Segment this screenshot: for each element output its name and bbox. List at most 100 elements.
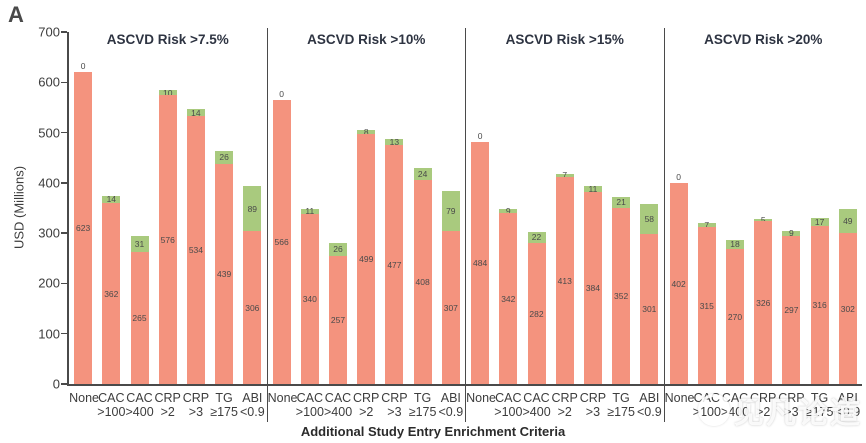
bar-slot: 31 265 <box>128 236 152 385</box>
increment-value-label: 58 <box>644 213 655 224</box>
base-value-label: 282 <box>529 308 544 319</box>
bar-slot: 26 257 <box>326 242 350 385</box>
increment-value-label: 26 <box>333 244 343 254</box>
bar-slot: 0 402 <box>667 172 691 385</box>
bar-stack: 14 534 <box>186 109 205 385</box>
bar-increment-segment: 79 <box>441 190 460 231</box>
base-value-label: 340 <box>302 294 317 305</box>
bar-increment-segment: 7 <box>697 219 716 230</box>
bar-base-segment: 352 <box>612 208 631 385</box>
increment-value-label: 21 <box>616 197 626 208</box>
bar-base-segment: 342 <box>499 213 518 385</box>
x-tick-label: None <box>664 391 695 405</box>
x-labels-row: None CAC >100 CAC >400 CRP >2 CRP >3 TG ≥175 ABI <0.… <box>69 391 267 419</box>
bar-slot: 0 623 <box>71 61 95 385</box>
y-tick-mark <box>61 81 67 84</box>
bar-increment-segment: 18 <box>726 239 744 250</box>
x-tick-label: CAC >400 <box>125 391 154 419</box>
bar-base-segment: 316 <box>810 226 829 385</box>
bar-base-segment: 413 <box>555 177 574 385</box>
chart-panel: ASCVD Risk >15% 0 484 9 342 22 282 7 413 11 384 21 3… <box>466 28 665 422</box>
y-tick-mark <box>61 131 67 134</box>
increment-value-label: 26 <box>219 152 229 163</box>
bar-base-segment: 282 <box>527 243 546 385</box>
bar-base-segment: 257 <box>329 255 347 385</box>
chart-panel: ASCVD Risk >7.5% 0 623 14 362 31 265 10 576 14 534… <box>69 28 268 422</box>
bar-increment-segment: 8 <box>357 128 376 136</box>
chart-panel-title: ASCVD Risk >7.5% <box>106 32 229 47</box>
base-value-label: 413 <box>557 275 572 286</box>
x-tick-label: TG ≥175 <box>408 391 437 419</box>
increment-value-label: 49 <box>843 215 853 226</box>
bar-increment-segment: 7 <box>555 171 574 179</box>
x-tick-label: CAC >400 <box>324 391 353 419</box>
x-tick-label: None <box>69 391 99 405</box>
base-value-label: 302 <box>840 303 855 314</box>
bar-stack: 18 270 <box>726 240 744 385</box>
chart-panel: ASCVD Risk >10% 0 566 11 340 26 257 8 499 13 477 24… <box>267 28 466 422</box>
chart-panel-title: ASCVD Risk >15% <box>505 32 624 47</box>
x-tick-label: None <box>466 391 496 405</box>
x-tick-label: CAC >400 <box>522 391 551 419</box>
bar-increment-segment: 10 <box>158 89 177 97</box>
y-axis-line <box>67 32 69 386</box>
bar-base-segment: 534 <box>186 116 205 385</box>
bar-slot: 18 270 <box>723 240 747 385</box>
y-tick-label: 700 <box>38 24 60 40</box>
bar-base-segment: 306 <box>243 231 262 385</box>
bar-stack: 0 566 <box>272 89 291 385</box>
bar-slot: 11 340 <box>298 206 322 385</box>
bar-base-segment: 477 <box>385 145 404 385</box>
base-value-label: 265 <box>132 313 147 324</box>
bars-row: 0 402 7 315 18 270 5 326 9 297 17 316 49 302 <box>665 172 863 385</box>
bar-slot: 0 484 <box>468 131 492 385</box>
bar-stack: 0 484 <box>471 131 490 385</box>
y-tick-label: 600 <box>38 74 60 90</box>
y-tick-label: 400 <box>38 175 60 191</box>
y-tick-label: 200 <box>38 275 60 291</box>
increment-value-label: 24 <box>417 168 428 179</box>
bar-stack: 9 342 <box>499 205 518 385</box>
increment-value-label: 14 <box>106 194 117 205</box>
x-labels-row: None CAC >100 CAC >400 CRP >2 CRP >3 TG ≥175 ABI <0.… <box>466 391 664 419</box>
bar-base-segment: 340 <box>300 214 319 385</box>
x-tick-label: CRP >3 <box>381 391 408 419</box>
base-value-label: 623 <box>76 223 91 234</box>
bar-base-segment: 297 <box>782 235 801 385</box>
figure-panel-label: A <box>8 2 24 27</box>
bar-slot: 14 362 <box>99 194 123 385</box>
increment-value-label: 18 <box>730 239 740 250</box>
bar-stack: 5 326 <box>754 216 773 385</box>
increment-value-label: 0 <box>477 130 483 141</box>
x-tick-label: CRP >2 <box>154 391 181 419</box>
y-tick-label: 100 <box>38 326 60 342</box>
bar-increment-segment: 21 <box>612 197 631 208</box>
bar-slot: 5 326 <box>751 216 775 385</box>
bar-slot: 8 499 <box>354 128 378 385</box>
increment-value-label: 11 <box>305 206 315 217</box>
increment-value-label: 9 <box>505 205 511 216</box>
bar-slot: 7 413 <box>553 171 577 385</box>
bar-base-segment: 484 <box>471 141 490 385</box>
bar-slot: 9 297 <box>779 228 803 385</box>
bar-stack: 24 408 <box>413 167 432 385</box>
bar-slot: 58 301 <box>637 204 661 385</box>
increment-value-label: 0 <box>80 60 86 71</box>
increment-value-label: 7 <box>704 219 710 230</box>
bar-base-segment: 362 <box>102 202 121 385</box>
base-value-label: 439 <box>217 269 232 280</box>
bar-increment-segment: 13 <box>385 138 404 146</box>
x-tick-label: CAC >100 <box>692 391 721 419</box>
bar-increment-segment: 58 <box>640 204 659 234</box>
bar-increment-segment: 26 <box>215 151 234 165</box>
bar-increment-segment: 17 <box>810 217 829 227</box>
bar-stack: 10 576 <box>158 89 177 385</box>
x-tick-label: None <box>267 391 298 405</box>
x-tick-label: TG ≥175 <box>210 391 238 419</box>
bar-stack: 89 306 <box>243 186 262 385</box>
increment-value-label: 11 <box>588 183 598 194</box>
y-tick-mark <box>61 383 67 385</box>
chart-panel-title: ASCVD Risk >20% <box>704 32 823 47</box>
bar-stack: 8 499 <box>357 128 376 385</box>
increment-value-label: 9 <box>789 228 794 239</box>
